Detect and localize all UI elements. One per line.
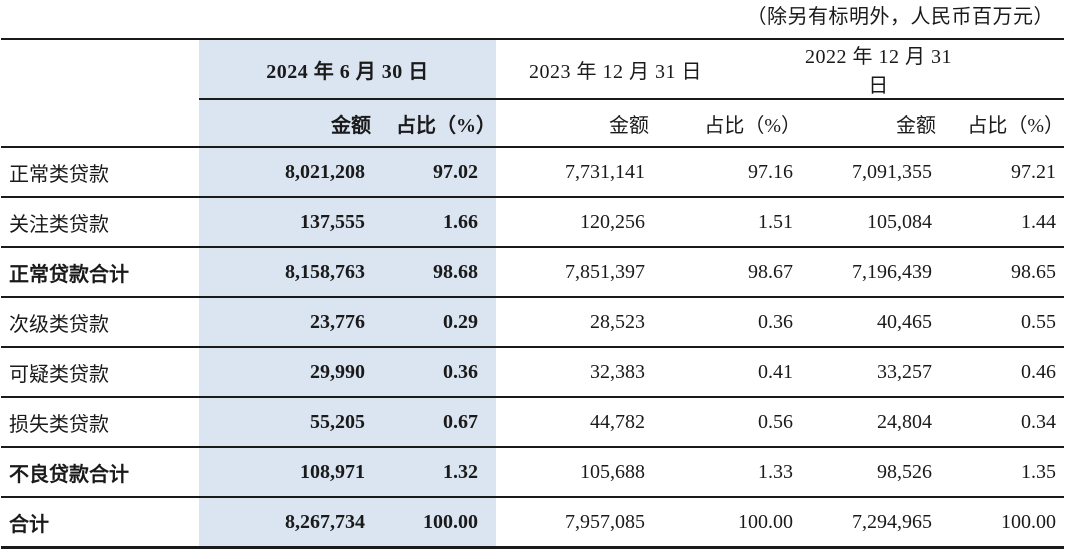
row-label: 正常贷款合计: [1, 247, 199, 298]
cell-2023-amount: 44,782: [496, 397, 649, 448]
table-row-special-mention-loans: 关注类贷款 137,555 1.66 120,256 1.51 105,084 …: [1, 197, 1064, 248]
table-row-normal-loans: 正常类贷款 8,021,208 97.02 7,731,141 97.16 7,…: [1, 147, 1064, 198]
cell-2023-ratio: 1.33: [649, 447, 801, 498]
cell-2024-amount: 108,971: [199, 447, 371, 498]
table-row-doubtful-loans: 可疑类贷款 29,990 0.36 32,383 0.41 33,257 0.4…: [1, 347, 1064, 398]
group-header-row: 2024 年 6 月 30 日 2023 年 12 月 31 日 2022 年 …: [1, 38, 1064, 100]
cell-2023-ratio: 98.67: [649, 247, 801, 298]
subheader-amount-2023: 金额: [496, 99, 649, 148]
subheader-ratio-2022: 占比（%）: [936, 99, 1064, 148]
subheader-amount-2024: 金额: [199, 99, 371, 148]
cell-2024-ratio: 100.00: [371, 497, 496, 549]
cell-2024-ratio: 0.36: [371, 347, 496, 398]
cell-2022-amount: 7,091,355: [801, 147, 936, 198]
cell-2022-amount: 33,257: [801, 347, 936, 398]
cell-2022-ratio: 0.34: [936, 397, 1064, 448]
cell-2022-ratio: 1.44: [936, 197, 1064, 248]
subheader-ratio-2023: 占比（%）: [649, 99, 801, 148]
cell-2022-amount: 24,804: [801, 397, 936, 448]
row-label: 不良贷款合计: [1, 447, 199, 498]
subheader-ratio-2024: 占比（%）: [371, 99, 496, 148]
cell-2023-ratio: 0.36: [649, 297, 801, 348]
table-row-grand-total: 合计 8,267,734 100.00 7,957,085 100.00 7,2…: [1, 497, 1064, 549]
column-group-2023: 2023 年 12 月 31 日: [496, 38, 801, 100]
row-label: 次级类贷款: [1, 297, 199, 348]
cell-2024-amount: 8,158,763: [199, 247, 371, 298]
cell-2024-ratio: 1.32: [371, 447, 496, 498]
cell-2024-amount: 55,205: [199, 397, 371, 448]
table-row-loss-loans: 损失类贷款 55,205 0.67 44,782 0.56 24,804 0.3…: [1, 397, 1064, 448]
cell-2024-amount: 137,555: [199, 197, 371, 248]
cell-2024-ratio: 1.66: [371, 197, 496, 248]
subheader-amount-2022: 金额: [801, 99, 936, 148]
cell-2022-ratio: 98.65: [936, 247, 1064, 298]
row-label: 可疑类贷款: [1, 347, 199, 398]
row-label: 关注类贷款: [1, 197, 199, 248]
unit-note: （除另有标明外，人民币百万元）: [746, 6, 1054, 28]
cell-2022-ratio: 97.21: [936, 147, 1064, 198]
cell-2024-ratio: 0.67: [371, 397, 496, 448]
table-row-npl-total: 不良贷款合计 108,971 1.32 105,688 1.33 98,526 …: [1, 447, 1064, 498]
column-group-2024: 2024 年 6 月 30 日: [199, 38, 496, 100]
cell-2022-ratio: 100.00: [936, 497, 1064, 549]
cell-2024-ratio: 98.68: [371, 247, 496, 298]
column-group-2022: 2022 年 12 月 31 日: [801, 38, 1064, 100]
cell-2022-ratio: 0.55: [936, 297, 1064, 348]
cell-2023-amount: 7,957,085: [496, 497, 649, 549]
cell-2023-ratio: 100.00: [649, 497, 801, 549]
cell-2022-amount: 105,084: [801, 197, 936, 248]
cell-2023-ratio: 0.56: [649, 397, 801, 448]
subheader-empty-cell: [1, 99, 199, 148]
cell-2022-ratio: 1.35: [936, 447, 1064, 498]
cell-2024-amount: 23,776: [199, 297, 371, 348]
cell-2023-ratio: 1.51: [649, 197, 801, 248]
cell-2023-ratio: 0.41: [649, 347, 801, 398]
cell-2024-amount: 8,267,734: [199, 497, 371, 549]
loan-classification-table: 2024 年 6 月 30 日 2023 年 12 月 31 日 2022 年 …: [1, 38, 1064, 549]
cell-2024-ratio: 97.02: [371, 147, 496, 198]
cell-2023-ratio: 97.16: [649, 147, 801, 198]
cell-2022-amount: 98,526: [801, 447, 936, 498]
cell-2024-amount: 8,021,208: [199, 147, 371, 198]
cell-2023-amount: 120,256: [496, 197, 649, 248]
cell-2022-amount: 7,294,965: [801, 497, 936, 549]
cell-2023-amount: 7,851,397: [496, 247, 649, 298]
cell-2023-amount: 28,523: [496, 297, 649, 348]
table-row-performing-loans-total: 正常贷款合计 8,158,763 98.68 7,851,397 98.67 7…: [1, 247, 1064, 298]
cell-2023-amount: 7,731,141: [496, 147, 649, 198]
row-label: 正常类贷款: [1, 147, 199, 198]
cell-2022-ratio: 0.46: [936, 347, 1064, 398]
cell-2024-amount: 29,990: [199, 347, 371, 398]
cell-2023-amount: 32,383: [496, 347, 649, 398]
table-row-substandard-loans: 次级类贷款 23,776 0.29 28,523 0.36 40,465 0.5…: [1, 297, 1064, 348]
corner-cell: [1, 38, 199, 99]
cell-2023-amount: 105,688: [496, 447, 649, 498]
cell-2024-ratio: 0.29: [371, 297, 496, 348]
subheader-row: 金额 占比（%） 金额 占比（%） 金额 占比（%）: [1, 99, 1064, 148]
cell-2022-amount: 40,465: [801, 297, 936, 348]
row-label: 损失类贷款: [1, 397, 199, 448]
row-label: 合计: [1, 497, 199, 549]
cell-2022-amount: 7,196,439: [801, 247, 936, 298]
